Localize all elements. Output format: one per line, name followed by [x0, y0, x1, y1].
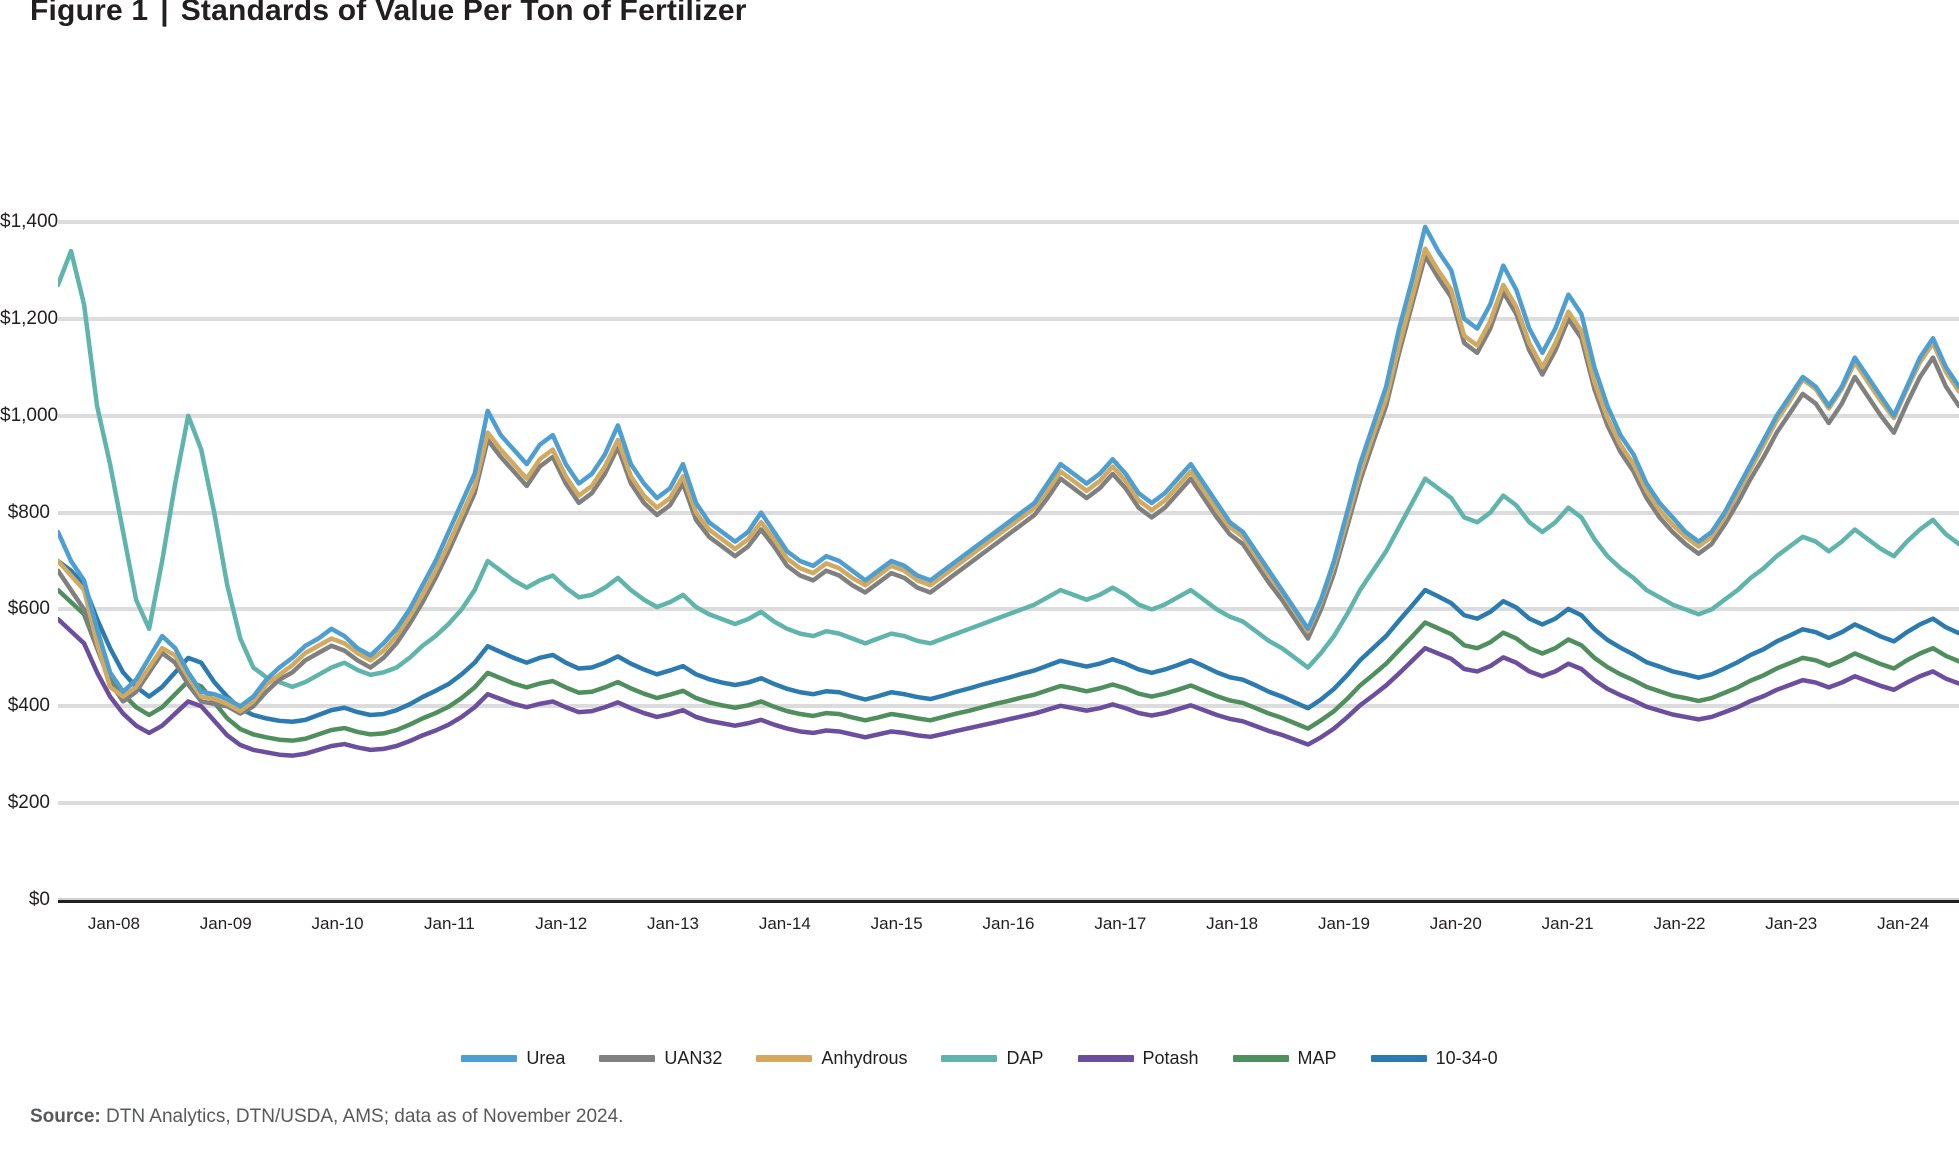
legend-label: 10-34-0 — [1435, 1048, 1498, 1068]
x-axis-tick-label: Jan-22 — [1653, 914, 1706, 933]
legend-item[interactable]: Potash — [1077, 1048, 1199, 1069]
x-axis-tick-label: Jan-09 — [199, 914, 252, 933]
series-line — [58, 224, 1959, 709]
source-text: DTN Analytics, DTN/USDA, AMS; data as of… — [100, 1106, 624, 1127]
gridline — [58, 510, 1959, 515]
legend-swatch — [1077, 1055, 1134, 1062]
x-axis-tick-label: Jan-19 — [1317, 914, 1370, 933]
plot-area — [58, 220, 1959, 902]
legend-swatch — [1370, 1055, 1427, 1062]
y-axis-tick-label: $1,000 — [0, 404, 59, 426]
x-axis-tick-label: Jan-14 — [758, 914, 811, 933]
y-axis-tick-label: $800 — [7, 501, 50, 523]
x-axis-line — [58, 900, 1959, 903]
x-axis-tick-label: Jan-08 — [87, 914, 140, 933]
series-lines — [58, 224, 1959, 758]
gridline — [58, 607, 1959, 612]
legend-item[interactable]: Urea — [461, 1048, 565, 1069]
chart-area: $0 $200 $400 $600 $800 $1,000 $1,200 $1,400 Jan… — [0, 60, 1959, 1010]
figure-title: Figure 1 | Standards of Value Per Ton of… — [30, 0, 747, 28]
series-line — [58, 616, 1959, 758]
series-line — [58, 248, 1959, 690]
legend-swatch — [461, 1055, 518, 1062]
y-axis-tick-label: $400 — [7, 695, 50, 717]
legend-label: MAP — [1297, 1048, 1337, 1068]
y-axis-tick-label: $200 — [7, 792, 50, 814]
legend-label: DAP — [1006, 1048, 1044, 1068]
gridline — [58, 413, 1959, 418]
legend-item[interactable]: 10-34-0 — [1370, 1048, 1498, 1069]
series-line — [58, 253, 1959, 716]
gridline — [58, 801, 1959, 806]
legend-label: UAN32 — [664, 1048, 723, 1068]
legend-label: Urea — [526, 1048, 566, 1068]
gridline — [58, 316, 1959, 321]
x-axis-tick-label: Jan-23 — [1765, 914, 1818, 933]
source-prefix: Source: — [30, 1106, 101, 1127]
series-line — [58, 587, 1959, 743]
legend-swatch — [1232, 1055, 1289, 1062]
x-axis-tick-label: Jan-24 — [1877, 914, 1930, 933]
series-line — [58, 246, 1959, 714]
x-axis-tick-label: Jan-10 — [311, 914, 364, 933]
y-axis-tick-label: $0 — [28, 889, 50, 910]
page-title: Standards of Value Per Ton of Fertilizer — [180, 0, 747, 27]
series-line — [58, 558, 1959, 725]
legend-item[interactable]: DAP — [941, 1048, 1044, 1069]
legend-item[interactable]: UAN32 — [599, 1048, 722, 1069]
legend-item[interactable]: MAP — [1232, 1048, 1337, 1069]
legend-label: Potash — [1142, 1048, 1199, 1068]
gridline — [58, 220, 1959, 224]
source-note: Source: DTN Analytics, DTN/USDA, AMS; da… — [30, 1106, 623, 1128]
x-axis-tick-label: Jan-18 — [1206, 914, 1259, 933]
x-axis-tick-label: Jan-11 — [424, 914, 475, 933]
title-separator: | — [160, 0, 169, 27]
x-axis-tick-label: Jan-12 — [535, 914, 588, 933]
figure-number: Figure 1 — [30, 0, 149, 27]
legend-swatch — [599, 1055, 656, 1062]
gridline — [58, 704, 1959, 709]
x-axis-tick-label: Jan-21 — [1541, 914, 1594, 933]
x-axis-tick-label: Jan-13 — [647, 914, 700, 933]
x-axis-tick-label: Jan-16 — [982, 914, 1035, 933]
y-axis-tick-label: $1,400 — [0, 211, 59, 232]
legend-item[interactable]: Anhydrous — [756, 1048, 907, 1069]
y-axis-tick-label: $600 — [7, 598, 50, 620]
legend-swatch — [756, 1055, 813, 1062]
y-axis-tick-label: $1,200 — [0, 307, 59, 329]
x-axis-tick-label: Jan-15 — [870, 914, 923, 933]
chart-legend: Urea UAN32 Anhydrous DAP Potash MAP 10-34-0 — [0, 1048, 1959, 1069]
legend-swatch — [941, 1055, 998, 1062]
x-axis-tick-label: Jan-20 — [1429, 914, 1482, 933]
legend-label: Anhydrous — [821, 1048, 908, 1068]
x-axis-tick-label: Jan-17 — [1094, 914, 1147, 933]
